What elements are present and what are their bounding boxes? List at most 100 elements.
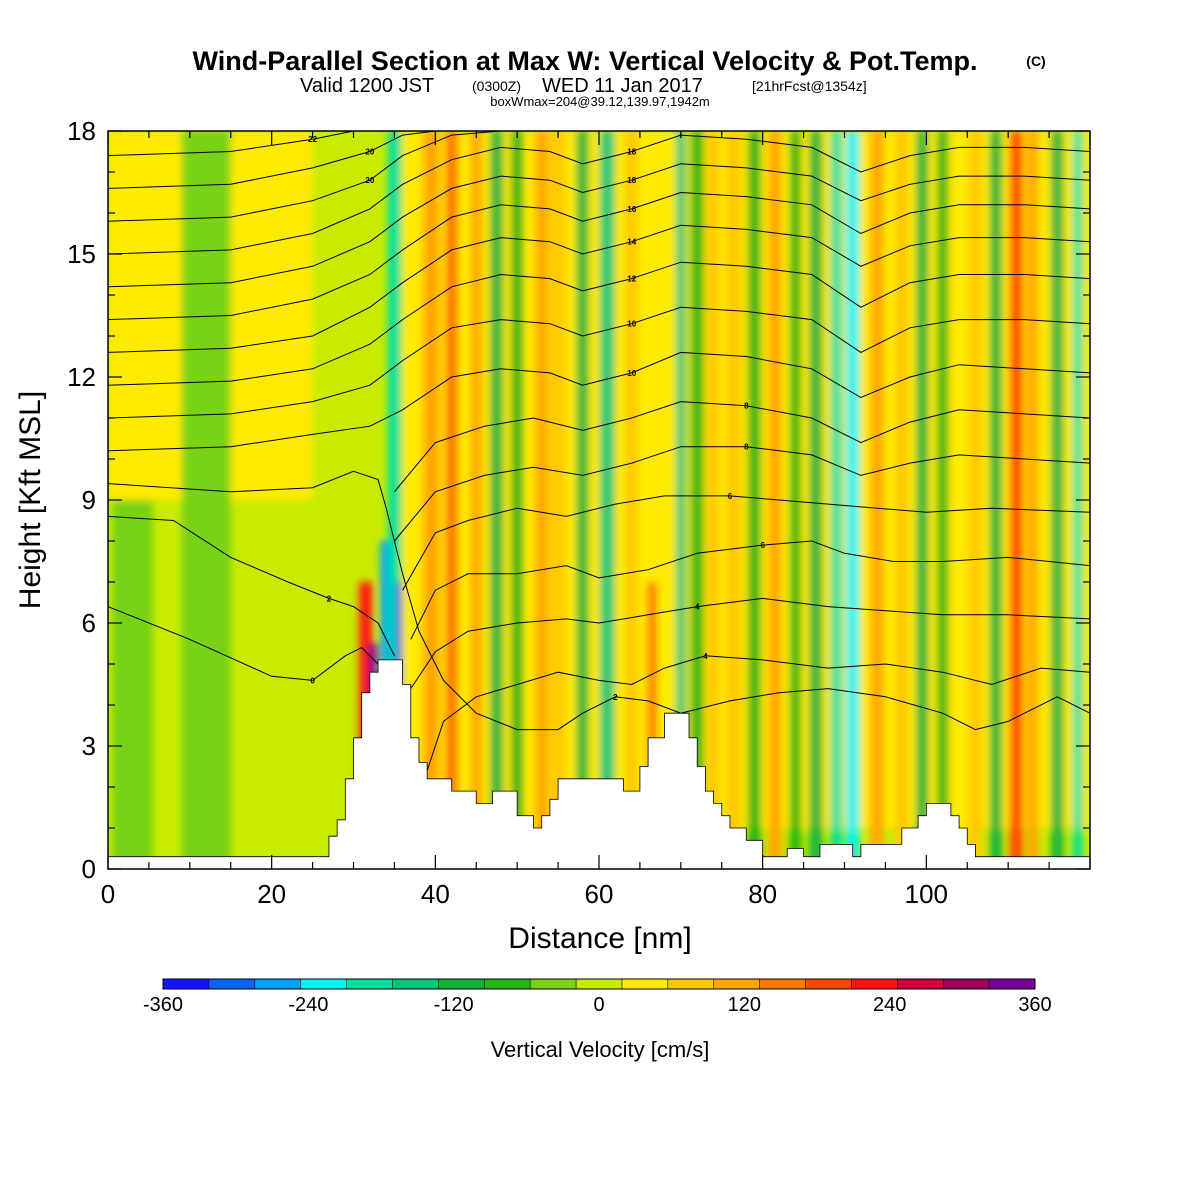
theta-contour-line — [410, 597, 1090, 689]
y-tick-label: 9 — [82, 485, 96, 515]
colorbar-swatch — [438, 979, 485, 989]
x-tick-label: 40 — [421, 879, 450, 909]
velocity-band — [846, 131, 860, 869]
x-axis-label: Distance [nm] — [508, 922, 691, 955]
colorbar-tick-label: -240 — [288, 994, 328, 1016]
theta-contour-line — [108, 131, 354, 157]
velocity-band — [599, 131, 615, 869]
colorbar-swatch — [576, 979, 623, 989]
velocity-band — [747, 131, 762, 869]
velocity-band — [690, 131, 704, 869]
x-tick-label: 20 — [257, 879, 286, 909]
velocity-band — [830, 131, 843, 869]
velocity-band — [511, 131, 524, 869]
theta-contour-line — [108, 131, 501, 222]
velocity-band — [535, 131, 549, 869]
colorbar-swatch — [621, 979, 669, 989]
theta-contour-label: 2 — [613, 693, 618, 702]
velocity-band — [402, 131, 1090, 828]
colorbar-tick-label: 120 — [728, 994, 761, 1016]
theta-contour-label: 16 — [627, 205, 636, 214]
chart-subtitle-fcst: [21hrFcst@1354z] — [752, 78, 867, 94]
colorbar-tick-label: -360 — [143, 994, 183, 1016]
colorbar-swatch — [530, 979, 577, 989]
theta-contour-label: 4 — [695, 603, 700, 612]
theta-contour-label: 8 — [744, 402, 749, 411]
y-tick-label: 18 — [67, 116, 96, 146]
velocity-band — [550, 131, 566, 869]
chart-subtitle-box: boxWmax=204@39.12,139.97,1942m — [490, 94, 710, 109]
colorbar-swatch — [667, 979, 715, 989]
theta-contour-label: 0 — [310, 676, 315, 685]
colorbar-swatch — [254, 979, 302, 989]
velocity-band — [112, 500, 154, 869]
theta-contour-line — [394, 401, 1090, 493]
colorbar-swatch — [392, 979, 439, 989]
velocity-band — [181, 131, 231, 869]
theta-contour-label: 6 — [728, 492, 733, 501]
colorbar-swatch — [897, 979, 944, 989]
theta-contour-label: 20 — [365, 176, 374, 185]
velocity-field — [108, 131, 1090, 869]
velocity-band — [647, 582, 658, 869]
chart-subtitle-valid: Valid 1200 JST — [300, 75, 434, 97]
colorbar-swatch — [163, 979, 210, 989]
theta-contour-label: 22 — [308, 135, 317, 144]
theta-contour-label: 14 — [627, 238, 636, 247]
theta-contour-label: 20 — [365, 148, 374, 157]
theta-contour-label: 8 — [744, 443, 749, 452]
theta-contour-line — [108, 515, 395, 657]
colorbar-tick-label: 360 — [1018, 994, 1051, 1016]
chart-title-suffix: (C) — [1026, 53, 1045, 69]
velocity-band — [870, 131, 884, 869]
colorbar-swatch — [346, 979, 393, 989]
velocity-band — [789, 131, 802, 869]
theta-contour-line — [108, 131, 436, 189]
theta-contour-label: 4 — [703, 652, 708, 661]
colorbar-swatch — [851, 979, 898, 989]
y-axis: 0 3 6 9 12 15 18 — [67, 116, 1090, 884]
theta-contour-line — [394, 446, 1090, 542]
theta-contour-label: 10 — [627, 369, 636, 378]
theta-contour-label: 6 — [760, 541, 765, 550]
velocity-band — [916, 131, 929, 869]
colorbar-swatch — [989, 979, 1036, 989]
velocity-band — [1026, 131, 1039, 869]
theta-contour-label: 2 — [327, 594, 332, 603]
x-tick-label: 0 — [101, 879, 115, 909]
y-tick-label: 12 — [67, 362, 96, 392]
y-tick-label: 0 — [82, 854, 96, 884]
colorbar-swatch — [943, 979, 990, 989]
velocity-band — [989, 131, 1003, 869]
theta-contour-line — [108, 606, 387, 681]
theta-contour-line — [402, 495, 1090, 591]
x-tick-label: 80 — [748, 879, 777, 909]
colorbar-swatch — [208, 979, 256, 989]
velocity-band — [576, 131, 589, 869]
colorbar-title: Vertical Velocity [cm/s] — [491, 1037, 710, 1062]
velocity-band — [895, 131, 909, 869]
colorbar-tick-label: 0 — [593, 994, 604, 1016]
theta-contour-line — [108, 163, 1090, 288]
colorbar-swatch — [300, 979, 348, 989]
x-tick-label: 100 — [905, 879, 948, 909]
theta-contour-line — [108, 306, 1090, 419]
velocity-band — [952, 131, 966, 869]
velocity-bands — [108, 131, 1090, 869]
colorbar-tick-label: 240 — [873, 994, 906, 1016]
theta-contour-line — [108, 191, 1090, 321]
velocity-band — [726, 131, 742, 869]
colorbar-swatch — [713, 979, 761, 989]
colorbar-tick-label: -120 — [434, 994, 474, 1016]
chart-title: Wind-Parallel Section at Max W: Vertical… — [193, 46, 978, 76]
velocity-band — [968, 131, 982, 869]
velocity-band — [470, 131, 482, 869]
velocity-band — [1051, 131, 1064, 869]
theta-contour-label: 18 — [627, 148, 636, 157]
theta-contour-line — [108, 470, 1090, 731]
y-tick-label: 15 — [67, 239, 96, 269]
x-axis: 0 20 40 60 80 100 — [101, 131, 1091, 909]
